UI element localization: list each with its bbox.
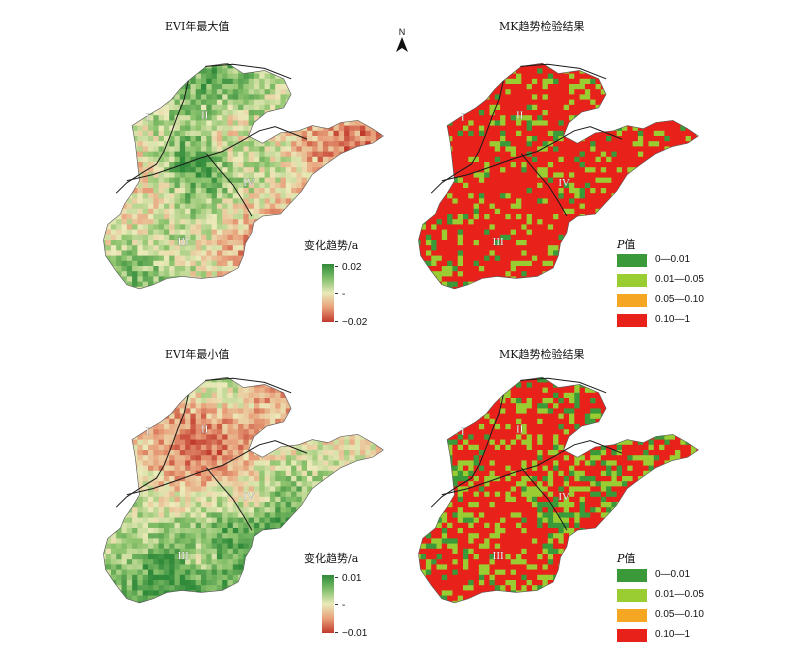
north-label: N [398,27,406,37]
p-legend-swatch [617,609,647,622]
region-boundary [441,440,623,496]
region-label: II [201,109,209,121]
north-arrow: N [395,27,409,57]
p-legend-swatch [617,629,647,642]
p-legend-swatch [617,569,647,582]
p-legend-label: 0.10—1 [655,314,691,325]
region-label: II [516,423,524,435]
region-label: IV [243,491,255,503]
map-outline [103,376,384,604]
panel-title-mk-bottom: MK趋势检验结果 [499,348,585,361]
p-legend-swatch [617,254,647,267]
panel-title-evi-min: EVI年最小值 [165,348,230,361]
region-boundary [205,467,253,531]
map-outline [103,62,384,290]
trend-legend-max-top: 0.02 [342,262,362,273]
region-boundary [441,126,623,182]
p-legend-label: 0.10—1 [655,629,691,640]
trend-legend-min-top: −0.02 [342,317,368,328]
trend-tick-top-mid [335,293,338,294]
p-legend-title-rest: 值 [624,238,636,251]
trend-tick-top-max [335,266,338,267]
p-legend-label: 0—0.01 [655,254,691,265]
region-boundary [520,63,607,80]
region-label: III [178,236,189,248]
p-legend-label: 0.05—0.10 [655,609,704,620]
p-legend-title-italic: P [617,238,625,251]
region-boundary [126,440,308,496]
region-label: III [178,550,189,562]
map-outline [418,62,699,290]
region-label: I [461,111,465,123]
region-boundary [205,153,253,217]
region-label: IV [558,491,570,503]
region-boundary [520,153,568,217]
trend-legend-min-bottom: −0.01 [342,628,368,639]
region-boundary [126,126,308,182]
p-legend-label: 0.05—0.10 [655,294,704,305]
trend-tick-bottom-min [335,632,338,633]
trend-legend-mid-bottom: - [342,600,346,611]
region-boundary [520,467,568,531]
trend-tick-bottom-mid [335,604,338,605]
region-label: I [146,425,150,437]
trend-gradient-bar-top [322,264,334,322]
panel-title-mk-top: MK趋势检验结果 [499,20,585,33]
p-legend-label: 0.01—0.05 [655,274,704,285]
region-label: II [201,423,209,435]
region-label: IV [243,177,255,189]
trend-gradient-bar-bottom [322,575,334,633]
p-legend-swatch [617,314,647,327]
p-legend-swatch [617,589,647,602]
trend-legend-max-bottom: 0.01 [342,573,362,584]
region-label: III [493,550,504,562]
region-label: II [516,109,524,121]
p-legend-swatch [617,274,647,287]
region-label: III [493,236,504,248]
p-legend-title-top: P值 [617,236,635,252]
region-label: I [146,111,150,123]
trend-legend-title-bottom: 变化趋势/a [304,552,359,565]
map-outline [418,376,699,604]
region-boundary [205,377,292,394]
region-label: IV [558,177,570,189]
p-legend-title-italic: P [617,552,625,565]
p-legend-label: 0—0.01 [655,569,691,580]
trend-tick-top-min [335,321,338,322]
p-legend-label: 0.01—0.05 [655,589,704,600]
p-legend-title-rest: 值 [624,552,636,565]
panel-title-evi-max: EVI年最大值 [165,20,230,33]
trend-legend-title-top: 变化趋势/a [304,239,359,252]
north-arrow-icon [396,37,408,52]
p-legend-title-bottom: P值 [617,550,635,566]
trend-legend-mid-top: - [342,289,346,300]
region-label: I [461,425,465,437]
region-boundary [520,377,607,394]
trend-tick-bottom-max [335,577,338,578]
region-boundary [205,63,292,80]
p-legend-swatch [617,294,647,307]
